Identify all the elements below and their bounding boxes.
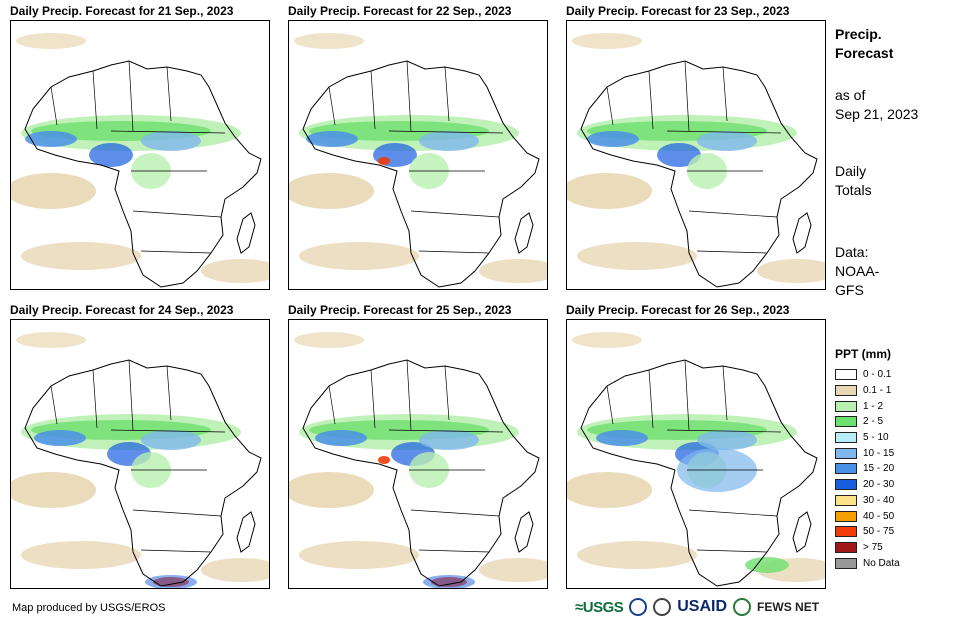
as-of-value: Sep 21, 2023 [835,106,919,122]
legend-swatch [835,385,857,397]
panel-title: Daily Precip. Forecast for 23 Sep., 2023 [566,4,790,18]
africa-precip-map [10,319,270,589]
forecast-panel-22-sep: Daily Precip. Forecast for 22 Sep., 2023 [288,4,548,290]
legend-swatch [835,400,857,412]
legend-item: > 75 [835,540,945,556]
legend-label: 1 - 2 [863,400,884,412]
legend-label: 0.1 - 1 [863,385,892,397]
usgs-logo: ≈USGS [575,598,624,616]
totals-label: Daily Totals [835,162,960,200]
product-title-line2: Forecast [835,45,894,61]
legend-swatch [835,557,857,569]
panel-title: Daily Precip. Forecast for 22 Sep., 2023 [288,4,512,18]
legend-item: 10 - 15 [835,445,945,461]
legend-label: 10 - 15 [863,447,895,459]
africa-precip-map [10,20,270,290]
africa-precip-map [566,20,826,290]
noaa-logo-icon [629,598,648,616]
legend-swatch [835,416,857,428]
legend-item: 50 - 75 [835,524,945,540]
precip-legend: PPT (mm) 0 - 0.1 0.1 - 1 1 - 2 2 - 5 5 - 10 1… [835,347,945,571]
legend-item: 0.1 - 1 [835,383,945,399]
legend-swatch [835,369,857,381]
panel-title: Daily Precip. Forecast for 24 Sep., 2023 [10,303,234,317]
legend-swatch [835,526,857,538]
legend-label: 2 - 5 [863,416,884,428]
panel-title: Daily Precip. Forecast for 26 Sep., 2023 [566,303,790,317]
legend-item: No Data [835,555,945,571]
legend-swatch [835,432,857,444]
africa-precip-map [566,319,826,589]
forecast-panel-24-sep: Daily Precip. Forecast for 24 Sep., 2023 [10,303,270,589]
legend-label: 0 - 0.1 [863,369,892,381]
legend-label: 50 - 75 [863,526,895,538]
doi-seal-icon [653,598,672,616]
legend-swatch [835,541,857,553]
legend-title: PPT (mm) [835,347,892,361]
agency-logos: ≈USGS USAID FEWS NET [575,596,819,618]
forecast-panel-26-sep: Daily Precip. Forecast for 26 Sep., 2023 [566,303,826,589]
legend-swatch [835,494,857,506]
as-of-date: as of Sep 21, 2023 [835,86,960,124]
legend-item: 40 - 50 [835,508,945,524]
africa-precip-map [288,20,548,290]
data-source-line1: Data: [835,244,869,260]
legend-swatch [835,479,857,491]
legend-label: 20 - 30 [863,479,895,491]
as-of-label: as of [835,87,866,103]
legend-item: 30 - 40 [835,493,945,509]
product-title: Precip. Forecast [835,25,955,63]
legend-label: 30 - 40 [863,494,895,506]
data-source-line2: NOAA- [835,263,880,279]
legend-item: 0 - 0.1 [835,367,945,383]
map-credit: Map produced by USGS/EROS [12,602,166,614]
data-source: Data: NOAA- GFS [835,243,960,300]
legend-swatch [835,463,857,475]
forecast-panel-25-sep: Daily Precip. Forecast for 25 Sep., 2023 [288,303,548,589]
legend-item: 5 - 10 [835,430,945,446]
forecast-panel-23-sep: Daily Precip. Forecast for 23 Sep., 2023 [566,4,826,290]
product-title-line1: Precip. [835,26,882,42]
legend-item: 15 - 20 [835,461,945,477]
forecast-panel-21-sep: Daily Precip. Forecast for 21 Sep., 2023 [10,4,270,290]
legend-label: 40 - 50 [863,510,895,522]
africa-precip-map [288,319,548,589]
legend-item: 2 - 5 [835,414,945,430]
fews-net-logo: FEWS NET [757,600,820,614]
legend-label: 5 - 10 [863,432,889,444]
legend-label: 15 - 20 [863,463,895,475]
panel-title: Daily Precip. Forecast for 25 Sep., 2023 [288,303,512,317]
legend-swatch [835,510,857,522]
totals-line1: Daily [835,163,867,179]
data-source-line3: GFS [835,282,864,298]
legend-item: 20 - 30 [835,477,945,493]
legend-item: 1 - 2 [835,398,945,414]
fews-globe-icon [733,598,752,616]
usaid-logo: USAID [677,598,728,615]
legend-label: No Data [863,557,900,569]
totals-line2: Totals [835,182,872,198]
legend-swatch [835,447,857,459]
panel-title: Daily Precip. Forecast for 21 Sep., 2023 [10,4,234,18]
legend-label: > 75 [863,541,883,553]
